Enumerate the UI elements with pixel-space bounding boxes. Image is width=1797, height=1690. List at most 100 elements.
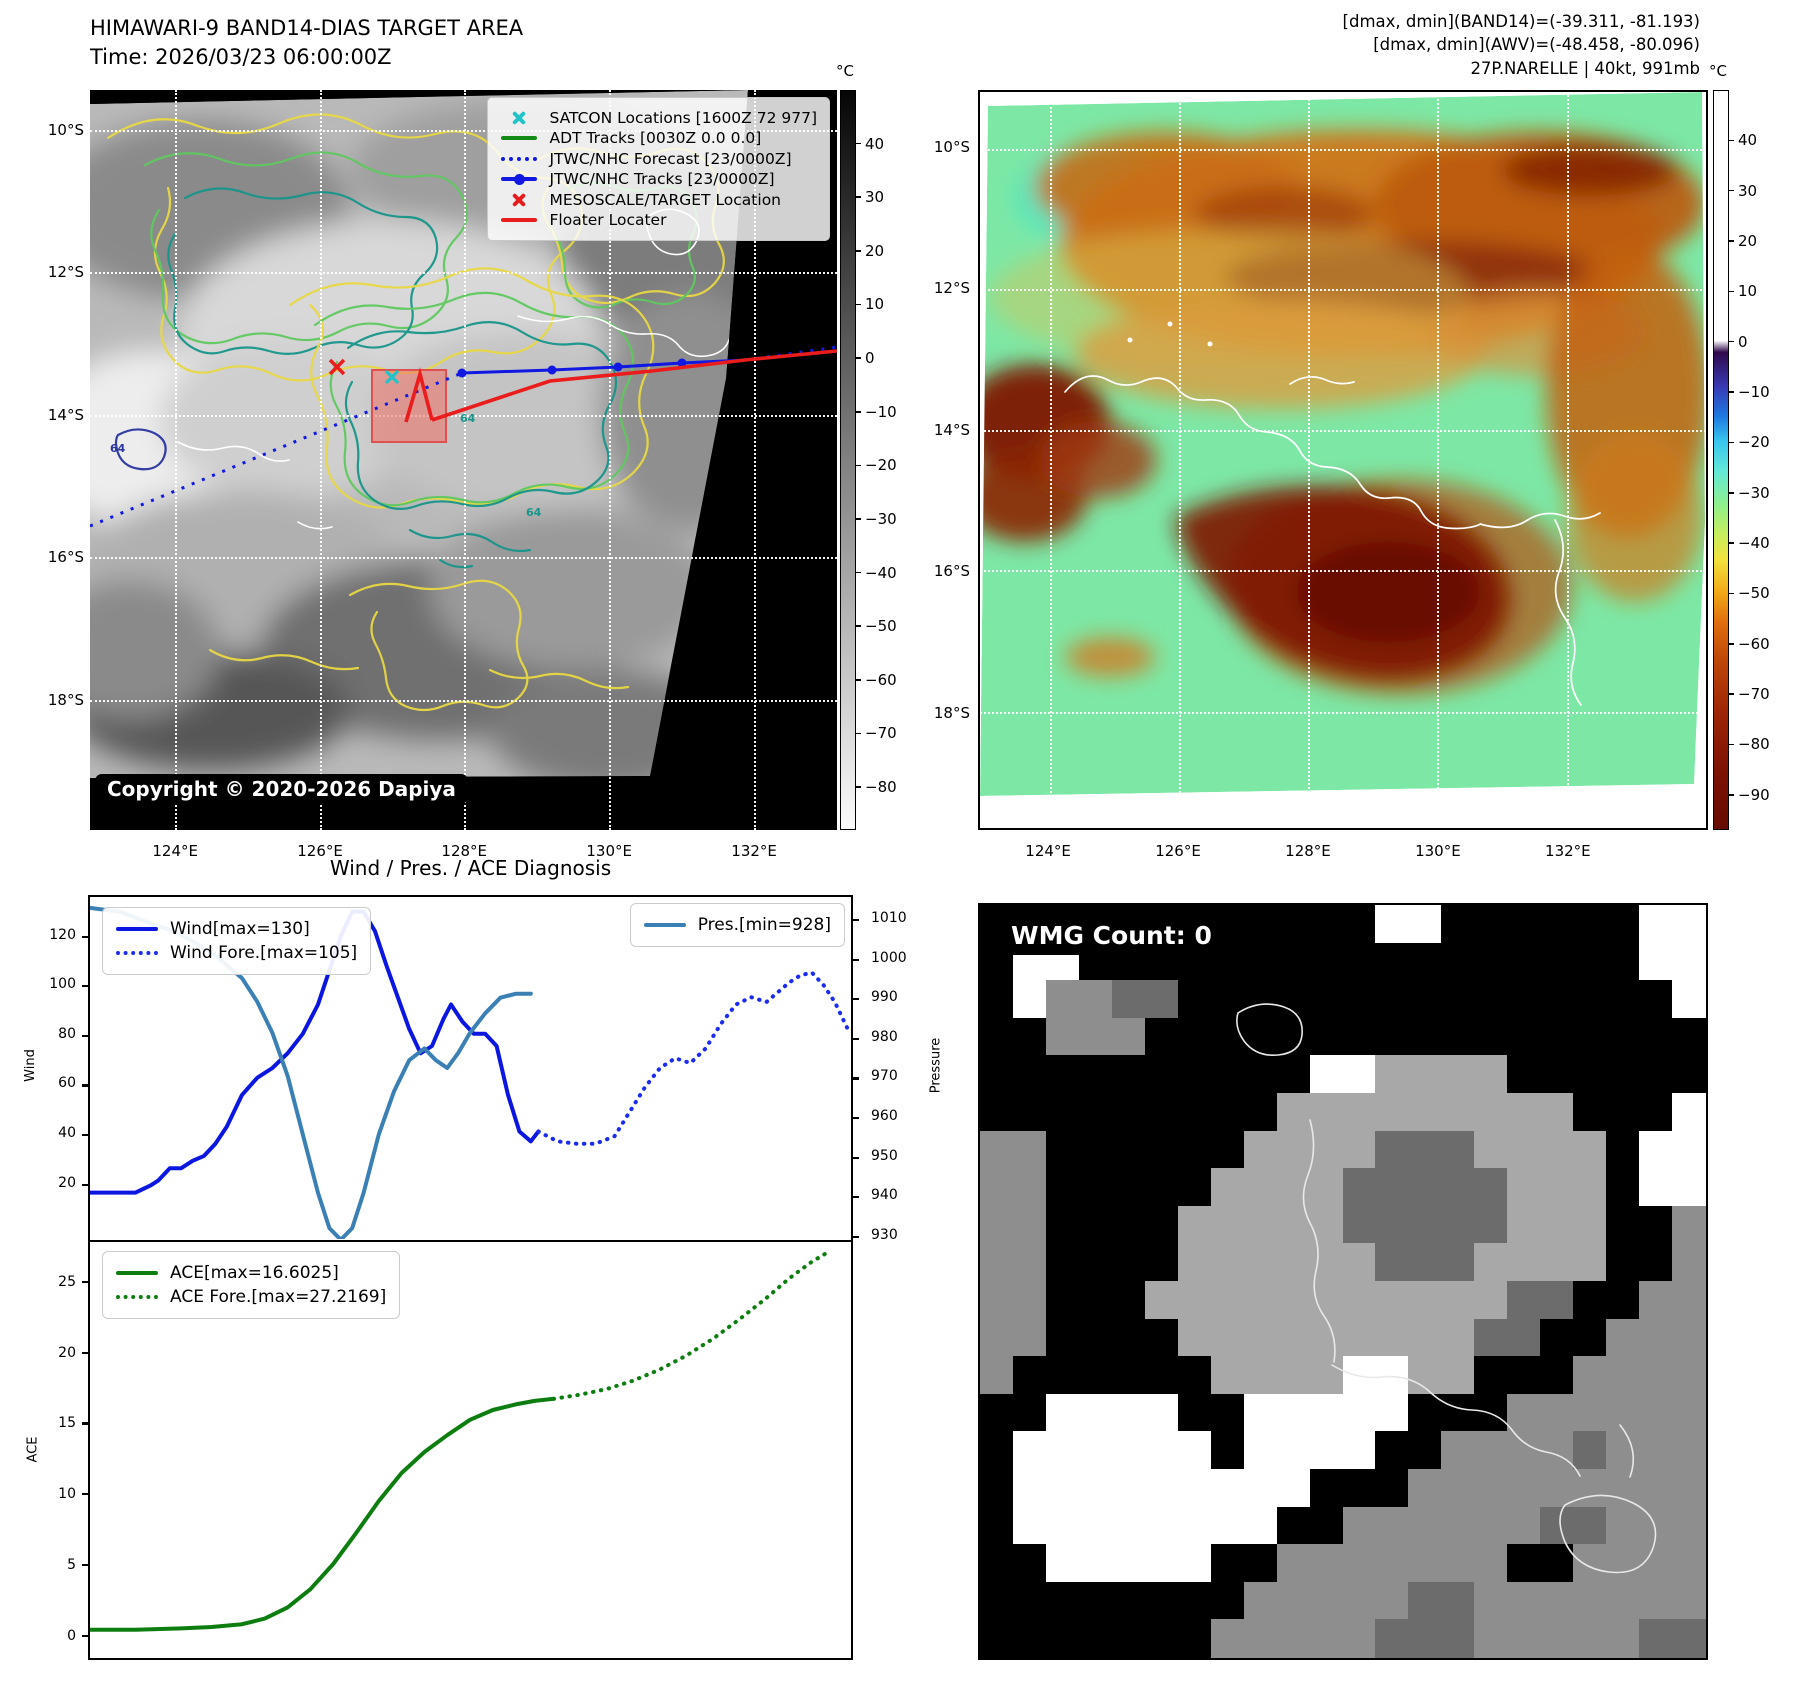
wmg-cell xyxy=(1639,1431,1673,1470)
wmg-cell xyxy=(1408,1168,1442,1207)
wmg-cell xyxy=(1342,1017,1377,1056)
lon-tick-label: 132°E xyxy=(1545,842,1591,860)
wmg-cell xyxy=(1540,1393,1574,1432)
axis-tick-mark xyxy=(82,1183,90,1186)
wmg-cell xyxy=(1375,1281,1409,1320)
legend-item-adt-tracks: ADT Tracks [0030Z 0.0 0.0] xyxy=(500,129,817,147)
wmg-cell xyxy=(1507,1393,1541,1432)
wmg-cell xyxy=(1540,1581,1574,1620)
wmg-cell xyxy=(1573,1544,1607,1583)
wmg-cell xyxy=(980,1017,1014,1056)
wmg-cell xyxy=(1309,1469,1344,1508)
wmg-cell xyxy=(1474,1581,1508,1620)
wmg-cell xyxy=(1243,1393,1278,1432)
wmg-cell xyxy=(1606,1093,1640,1132)
wmg-cell xyxy=(980,1619,1014,1658)
wmg-cell xyxy=(1177,1243,1212,1282)
wmg-cell xyxy=(1177,1431,1212,1470)
wind-pressure-chart: Wind[max=130] Wind Fore.[max=105] Pres.[… xyxy=(82,895,859,1242)
wmg-cell xyxy=(1408,1205,1442,1244)
wmg-cell xyxy=(1210,1168,1245,1207)
gridline xyxy=(464,90,467,830)
lat-tick-label: 18°S xyxy=(933,704,970,723)
pressure-axis-label: Pressure xyxy=(928,1037,944,1094)
wmg-cell xyxy=(1639,1130,1673,1169)
contour-value-label: 64 xyxy=(526,506,542,519)
legend-item-ace: ACE[max=16.6025] xyxy=(116,1263,386,1283)
wmg-cell xyxy=(1408,1093,1442,1132)
ace-tick-labels: 0 5 10 15 20 25 xyxy=(36,1242,82,1660)
wmg-cell xyxy=(1210,1093,1245,1132)
axis-tick-label: 950 xyxy=(871,1147,898,1164)
wmg-cell xyxy=(1408,1581,1442,1620)
wmg-cell xyxy=(1177,1619,1212,1658)
wmg-cell xyxy=(1540,942,1574,981)
axis-tick-mark xyxy=(82,1351,90,1354)
wmg-cell xyxy=(1276,1506,1311,1545)
lat-tick-label: 14°S xyxy=(47,405,84,424)
wmg-cell xyxy=(1012,1393,1047,1432)
wmg-cell xyxy=(1606,1281,1640,1320)
wmg-cell xyxy=(980,1130,1014,1169)
colorbar-tick-label: −10 xyxy=(865,402,897,421)
colorbar-tick-mark xyxy=(1729,441,1734,444)
track-overlay xyxy=(90,345,837,528)
wmg-cell xyxy=(1573,1469,1607,1508)
lon-tick-label: 130°E xyxy=(1415,842,1461,860)
wmg-cell xyxy=(1309,1055,1344,1094)
wmg-cell xyxy=(1375,1356,1409,1395)
gridline xyxy=(1049,92,1052,828)
wmg-cell xyxy=(1672,1356,1706,1395)
wmg-cell xyxy=(1144,1581,1179,1620)
wmg-cell xyxy=(1309,1393,1344,1432)
legend-item-ace-forecast: ACE Fore.[max=27.2169] xyxy=(116,1287,386,1307)
timestamp: Time: 2026/03/23 06:00:00Z xyxy=(90,44,392,69)
wmg-cell xyxy=(1639,1469,1673,1508)
ace-line-icon xyxy=(116,1270,158,1276)
contour-value-label: 64 xyxy=(460,412,476,425)
wmg-cell xyxy=(1606,1469,1640,1508)
wmg-cell xyxy=(1639,1619,1673,1658)
wmg-cell xyxy=(1474,942,1508,981)
wmg-cell xyxy=(1408,1318,1442,1357)
colorbar-tick-mark xyxy=(1729,491,1734,494)
wmg-cell xyxy=(1375,1544,1409,1583)
wmg-cell xyxy=(1672,1168,1706,1207)
lat-tick-label: 10°S xyxy=(933,137,970,156)
wmg-cell xyxy=(1507,1431,1541,1470)
wmg-count-badge: WMG Count: 0 xyxy=(996,916,1227,955)
axis-tick-mark xyxy=(82,1422,90,1425)
wmg-cell xyxy=(1045,1281,1080,1320)
axis-tick-mark xyxy=(851,1235,859,1239)
gridline xyxy=(754,90,757,830)
wmg-cell xyxy=(1111,1431,1146,1470)
gridline xyxy=(90,129,837,132)
wmg-cell xyxy=(1573,1619,1607,1658)
wmg-cell xyxy=(1474,1205,1508,1244)
wmg-cell xyxy=(1045,980,1080,1019)
colorbar-tick-label: −70 xyxy=(865,724,897,743)
ace-legend: ACE[max=16.6025] ACE Fore.[max=27.2169] xyxy=(102,1251,401,1319)
gridline xyxy=(1566,92,1569,828)
legend-label: ACE[max=16.6025] xyxy=(170,1263,339,1283)
gridline xyxy=(90,272,837,275)
wmg-panel: WMG Count: 0 xyxy=(978,903,1708,1660)
lat-tick-label: 18°S xyxy=(47,690,84,709)
axis-tick-mark xyxy=(82,1034,90,1037)
wmg-cell xyxy=(1342,980,1377,1019)
wmg-cell xyxy=(1144,1093,1179,1132)
wmg-coastlines xyxy=(1236,1003,1657,1574)
wmg-cell xyxy=(1408,1469,1442,1508)
colorbar-tick-label: −60 xyxy=(1738,634,1770,653)
wmg-cell xyxy=(1177,1093,1212,1132)
wmg-cell xyxy=(1375,1017,1409,1056)
colorbar-tick-mark xyxy=(1729,240,1734,242)
colorbar-tick-label: −20 xyxy=(865,456,897,475)
wmg-cell xyxy=(1606,1581,1640,1620)
wmg-cell xyxy=(1078,1130,1113,1169)
wmg-cell xyxy=(1441,1544,1475,1583)
wmg-cell xyxy=(1639,1581,1673,1620)
wmg-cell xyxy=(1012,1318,1047,1357)
axis-tick-mark xyxy=(82,935,90,938)
wmg-cell xyxy=(1474,1055,1508,1094)
